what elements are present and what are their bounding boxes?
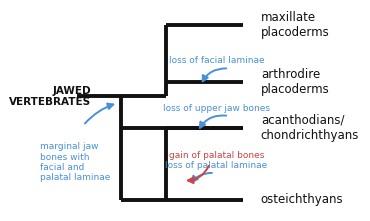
Text: gain of palatal bones: gain of palatal bones	[169, 151, 264, 160]
Text: maxillate
placoderms: maxillate placoderms	[261, 11, 330, 39]
Text: JAWED
VERTEBRATES: JAWED VERTEBRATES	[9, 86, 91, 107]
Text: marginal jaw
bones with
facial and
palatal laminae: marginal jaw bones with facial and palat…	[40, 142, 111, 182]
Text: loss of facial laminae: loss of facial laminae	[168, 56, 264, 65]
Text: acanthodians/
chondrichthyans: acanthodians/ chondrichthyans	[261, 114, 359, 142]
Text: loss of palatal laminae: loss of palatal laminae	[165, 161, 268, 170]
Text: arthrodire
placoderms: arthrodire placoderms	[261, 69, 330, 97]
Text: loss of upper jaw bones: loss of upper jaw bones	[163, 104, 270, 113]
Text: osteichthyans: osteichthyans	[261, 193, 343, 206]
